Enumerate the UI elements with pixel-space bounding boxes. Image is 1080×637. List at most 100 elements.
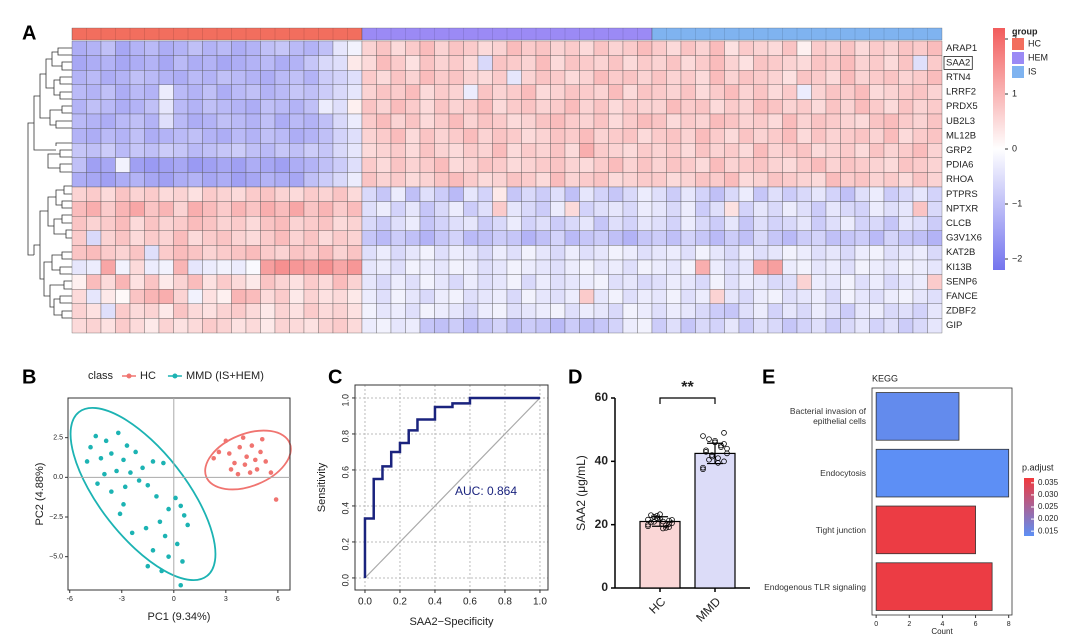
heat-cell [912,172,928,188]
heat-cell [564,143,580,158]
heat-cell [187,201,203,217]
heat-cell [608,99,624,115]
heat-cell [840,128,856,144]
heat-cell [709,70,725,85]
heat-cell [86,128,102,144]
heat-cell [216,318,232,334]
x-tick-label: 2 [907,621,911,628]
heat-cell [376,143,392,158]
heat-cell [390,84,406,100]
heat-cell [245,259,261,275]
heat-cell [854,201,870,217]
heat-cell [318,230,334,246]
point [254,467,260,472]
heat-cell [173,201,189,217]
heat-cell [260,318,276,334]
heat-cell [274,128,290,144]
heat-cell [811,172,827,188]
heat-cell [477,99,493,115]
heat-cell [216,289,232,304]
heat-cell [666,245,682,261]
data-point [724,450,730,457]
heat-cell [274,55,290,71]
plot-frame [354,384,549,591]
data-point [666,524,672,530]
significance-label: ** [681,379,694,396]
heat-cell [811,186,827,202]
heat-cell [318,143,334,158]
heat-cell [129,128,145,144]
heat-cell [434,289,450,304]
heat-cell [187,128,203,144]
heat-cell [796,55,812,71]
heat-cell [651,157,667,173]
heat-cell [666,157,682,173]
y-tick-label: 2.5 [53,435,63,442]
heat-cell [434,70,450,85]
heat-cell [463,245,479,261]
heat-cell [550,303,566,319]
category-label: Tight junction [815,524,866,535]
point [159,568,164,574]
heat-cell [883,99,899,115]
heat-cell [158,40,174,56]
heat-cell [825,245,841,261]
heat-cell [724,157,740,173]
heat-cell [883,318,899,334]
heat-cell [637,245,653,261]
row-label: PTPRS [946,189,978,200]
heat-cell [724,230,740,246]
heat-cell [71,40,87,56]
heat-cell [927,143,943,158]
heat-cell [86,216,102,231]
heat-cell [332,40,348,56]
heat-cell [144,216,160,231]
heat-cell [376,230,392,246]
heat-cell [535,201,551,217]
heat-cell [100,99,116,115]
point [166,506,171,512]
heat-cell [637,259,653,275]
bar [639,520,681,589]
x-tick-label: 0.6 [463,597,477,608]
heat-cell [144,157,160,173]
heat-cell [303,157,319,173]
heat-cell [622,172,638,188]
heat-cell [463,157,479,173]
heat-cell [173,157,189,173]
heat-cell [637,55,653,71]
heat-cell [477,128,493,144]
colorbar-label: 0.020 [1038,514,1059,523]
heat-cell [332,230,348,246]
heat-cell [622,318,638,334]
heat-cell [187,318,203,334]
heat-cell [695,70,711,85]
heat-cell [724,172,740,188]
heat-cell [144,245,160,261]
heat-cell [405,245,421,261]
error-bar [707,442,723,465]
heat-cell [680,172,696,188]
heat-cell [492,245,508,261]
heat-cell [593,230,609,246]
heat-cell [477,70,493,85]
heat-cell [347,303,363,319]
heat-cell [709,289,725,304]
heat-cell [637,113,653,129]
heat-cell [622,70,638,85]
heat-cell [738,201,754,217]
heat-cell [216,230,232,246]
heat-cell [129,201,145,217]
x-tick-label: MMD [693,594,723,624]
point [150,548,156,553]
heat-cell [593,40,609,56]
heat-cell [289,186,305,202]
heat-cell [245,40,261,56]
x-tick-label: 4 [940,621,944,628]
heat-cell [347,318,363,334]
heat-cell [535,99,551,115]
heat-cell [419,128,435,144]
heat-cell [187,216,203,231]
heat-cell [115,274,131,290]
heat-cell [883,201,899,217]
